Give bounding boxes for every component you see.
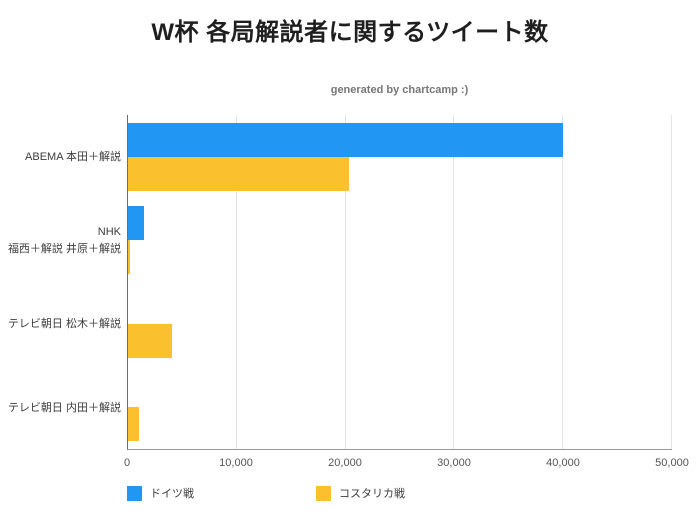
category-band xyxy=(128,366,672,450)
y-axis-label: テレビ朝日 内田＋解説 xyxy=(7,401,121,414)
bar-costarica-match-1[interactable] xyxy=(128,240,131,275)
legend-item-costarica-match[interactable]: コスタリカ戦 xyxy=(316,485,405,501)
legend-item-germany-match[interactable]: ドイツ戦 xyxy=(127,485,194,501)
y-axis-label: テレビ朝日 松木＋解説 xyxy=(7,318,121,331)
gridline xyxy=(344,115,346,449)
chart-title: W杯 各局解説者に関するツイート数 xyxy=(151,19,549,46)
legend-swatch-costarica-match xyxy=(316,485,331,501)
gridline xyxy=(562,115,564,449)
legend: ドイツ戦 コスタリカ戦 xyxy=(127,485,405,501)
legend-swatch-germany-match xyxy=(127,485,142,501)
x-axis-labels: 0 10,000 20,000 30,000 40,000 50,000 xyxy=(123,457,689,471)
x-tick-label: 50,000 xyxy=(655,457,689,469)
bar-costarica-match-2[interactable] xyxy=(128,323,172,358)
x-tick-label: 30,000 xyxy=(437,457,471,469)
category-band xyxy=(128,199,672,283)
category-band xyxy=(128,115,672,199)
bar-germany-match-1[interactable] xyxy=(128,206,145,241)
legend-label-costarica-match: コスタリカ戦 xyxy=(339,488,405,500)
x-tick-label: 40,000 xyxy=(546,457,580,469)
chart-subtitle: generated by chartcamp :) xyxy=(330,84,469,96)
y-axis-label: NHK 福西＋解説 井原＋解説 xyxy=(7,226,121,255)
x-tick-label: 0 xyxy=(123,457,131,469)
gridline xyxy=(235,115,237,449)
gridline xyxy=(453,115,455,449)
x-tick-label: 10,000 xyxy=(219,457,253,469)
bar-costarica-match-3[interactable] xyxy=(128,407,139,442)
plot-area xyxy=(127,115,672,450)
category-band xyxy=(128,282,672,366)
gridline xyxy=(671,115,672,449)
x-tick-label: 20,000 xyxy=(328,457,362,469)
bar-germany-match-0[interactable] xyxy=(128,122,564,157)
y-axis-labels: ABEMA 本田＋解説 NHK 福西＋解説 井原＋解説テレビ朝日 松木＋解説 テレビ… xyxy=(0,115,121,450)
bar-costarica-match-0[interactable] xyxy=(128,156,349,191)
y-axis-label: ABEMA 本田＋解説 xyxy=(25,150,121,163)
legend-label-germany-match: ドイツ戦 xyxy=(150,488,194,500)
